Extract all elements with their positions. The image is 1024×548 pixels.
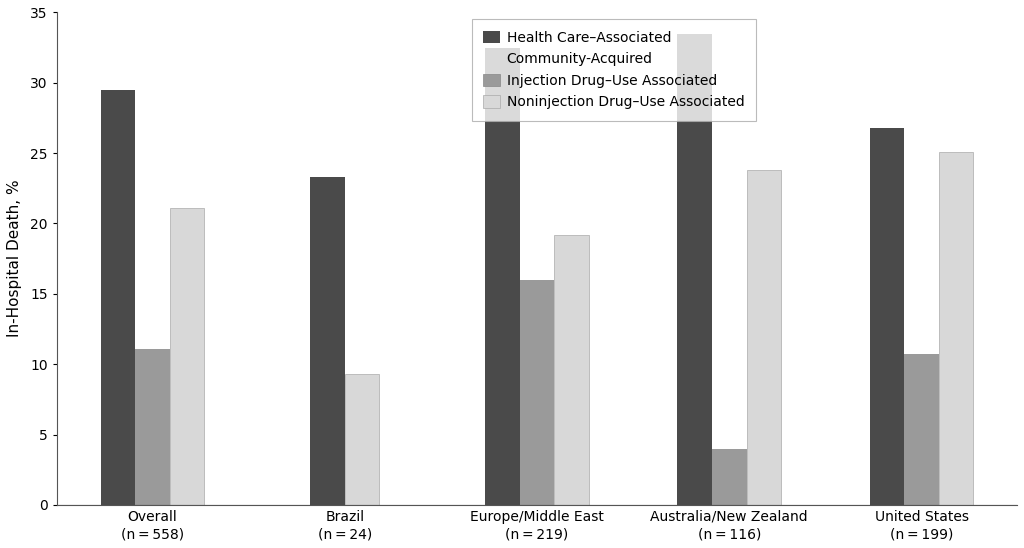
Bar: [869, 128, 904, 505]
Bar: [170, 208, 205, 505]
Bar: [746, 170, 781, 505]
Bar: [904, 355, 939, 505]
Legend: Health Care–Associated, Community-Acquired, Injection Drug–Use Associated, Nonin: Health Care–Associated, Community-Acquir…: [472, 19, 756, 121]
Bar: [677, 33, 712, 505]
Bar: [310, 177, 345, 505]
Bar: [712, 449, 746, 505]
Y-axis label: In-Hospital Death, %: In-Hospital Death, %: [7, 180, 22, 338]
Bar: [554, 235, 589, 505]
Bar: [520, 280, 554, 505]
Bar: [485, 48, 520, 505]
Bar: [135, 349, 170, 505]
Bar: [345, 374, 379, 505]
Bar: [939, 152, 974, 505]
Bar: [100, 90, 135, 505]
